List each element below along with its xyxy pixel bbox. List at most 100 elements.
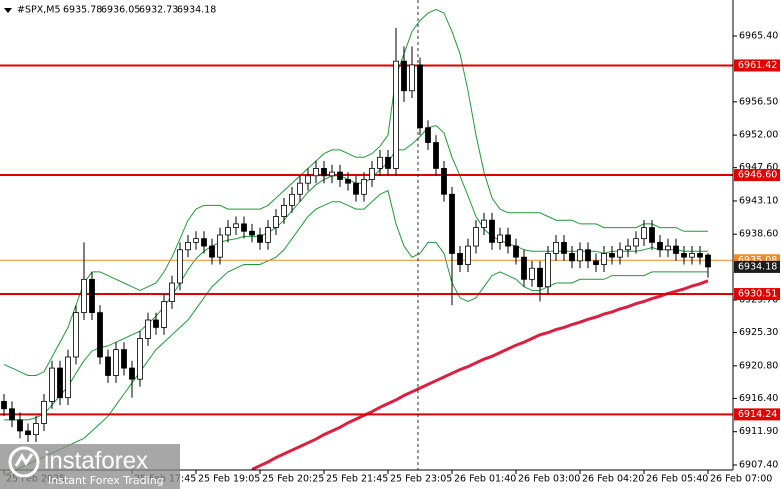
x-tick-label: 26 Feb 04:20 [582, 474, 644, 485]
candle-body [169, 282, 175, 302]
candle-body [681, 253, 687, 258]
candle-body [609, 253, 615, 258]
candle-body [249, 230, 255, 236]
candle-body [105, 356, 111, 376]
candle-body [41, 400, 47, 424]
candle-body [377, 156, 383, 169]
watermark-bg [0, 444, 180, 489]
band-line [3, 8, 708, 376]
x-tick-label: 25 Feb 19:05 [198, 474, 260, 485]
level-box [734, 59, 780, 72]
candle-body [553, 241, 559, 254]
candle-body [321, 168, 327, 177]
candle-body [313, 168, 319, 177]
candle-body [257, 234, 263, 243]
candle-body [81, 278, 87, 314]
x-tick-label: 26 Feb 07:00 [710, 474, 772, 485]
candle-body [449, 193, 455, 254]
axes: 6965.40 6956.50 6952.00 6947.60 6943.10 6938.… [3, 31, 780, 485]
candle-body [417, 64, 423, 129]
candle-body [217, 234, 223, 258]
candle-body [353, 182, 359, 195]
chart-title: #SPX,M5 [17, 5, 61, 16]
candle-body [625, 245, 631, 251]
candle-body [497, 234, 503, 243]
candle-body [233, 223, 239, 228]
y-tick-label: 6920.80 [739, 360, 778, 371]
candle-body [265, 227, 271, 243]
last-price-box [734, 260, 780, 273]
header-open: 6935.78 [63, 5, 102, 16]
candle-body [113, 349, 119, 376]
x-tick-label: 25 Feb 20:25 [262, 474, 324, 485]
last-price-label: 6934.18 [738, 261, 777, 272]
candle-body [1, 400, 7, 410]
candle-body [177, 249, 183, 284]
candle-body [657, 241, 663, 251]
candle-body [593, 260, 599, 265]
x-tick-label: 25 Feb 21:45 [326, 474, 388, 485]
candle-body [225, 227, 231, 236]
candle-body [617, 249, 623, 258]
candle-body [73, 312, 79, 358]
y-tick-label: 6965.40 [739, 31, 778, 42]
candle-body [521, 256, 527, 280]
candle-body [481, 219, 487, 228]
candle-body [121, 349, 127, 369]
y-tick-label: 6907.40 [739, 459, 778, 470]
header-close: 6934.18 [177, 5, 216, 16]
x-tick-label: 26 Feb 01:40 [454, 474, 516, 485]
y-tick-label: 6952.00 [739, 130, 778, 141]
candle-body [33, 423, 39, 436]
candle-body [513, 245, 519, 258]
y-tick-label: 6938.60 [739, 229, 778, 240]
candle-body [673, 245, 679, 254]
candle-body [641, 227, 647, 240]
plot-area [0, 8, 733, 476]
candle-body [209, 245, 215, 258]
candle-body [665, 245, 671, 251]
level-label: 6946.60 [738, 170, 777, 181]
y-tick-label: 6943.10 [739, 195, 778, 206]
candle-body [57, 367, 63, 399]
candle-body [49, 367, 55, 402]
level-box [734, 169, 780, 182]
candle-body [137, 338, 143, 380]
moving-average-line [251, 279, 709, 471]
x-tick-label: 26 Feb 03:00 [518, 474, 580, 485]
candle-body [297, 182, 303, 195]
candle-body [185, 241, 191, 251]
candle-body [129, 367, 135, 380]
candle-body [473, 227, 479, 247]
candle-body [25, 430, 31, 436]
level-label: 6930.51 [738, 289, 777, 300]
candle-body [273, 216, 279, 228]
candle-body [145, 319, 151, 339]
candle-body [361, 179, 367, 195]
candle-body [281, 204, 287, 217]
candle-body [633, 238, 639, 247]
candle-body [569, 253, 575, 262]
level-label: 6914.24 [738, 409, 777, 420]
candle-body [457, 253, 463, 265]
candle-body [433, 142, 439, 169]
candle-body [89, 278, 95, 314]
candle-body [153, 319, 159, 328]
candle-body [577, 249, 583, 262]
candle-body [689, 253, 695, 258]
candle-body [385, 156, 391, 169]
candle-body [345, 179, 351, 184]
y-tick-label: 6947.60 [739, 162, 778, 173]
x-tick-label: 26 Feb 05:40 [646, 474, 708, 485]
candle-body [241, 223, 247, 232]
candle-body [489, 219, 495, 243]
candle-body [561, 241, 567, 254]
y-tick-label: 6956.50 [739, 96, 778, 107]
candle-body [705, 254, 711, 268]
menu-triangle[interactable] [4, 8, 12, 13]
candle-body [65, 356, 71, 399]
band-line [3, 189, 708, 476]
candle-body [425, 127, 431, 143]
